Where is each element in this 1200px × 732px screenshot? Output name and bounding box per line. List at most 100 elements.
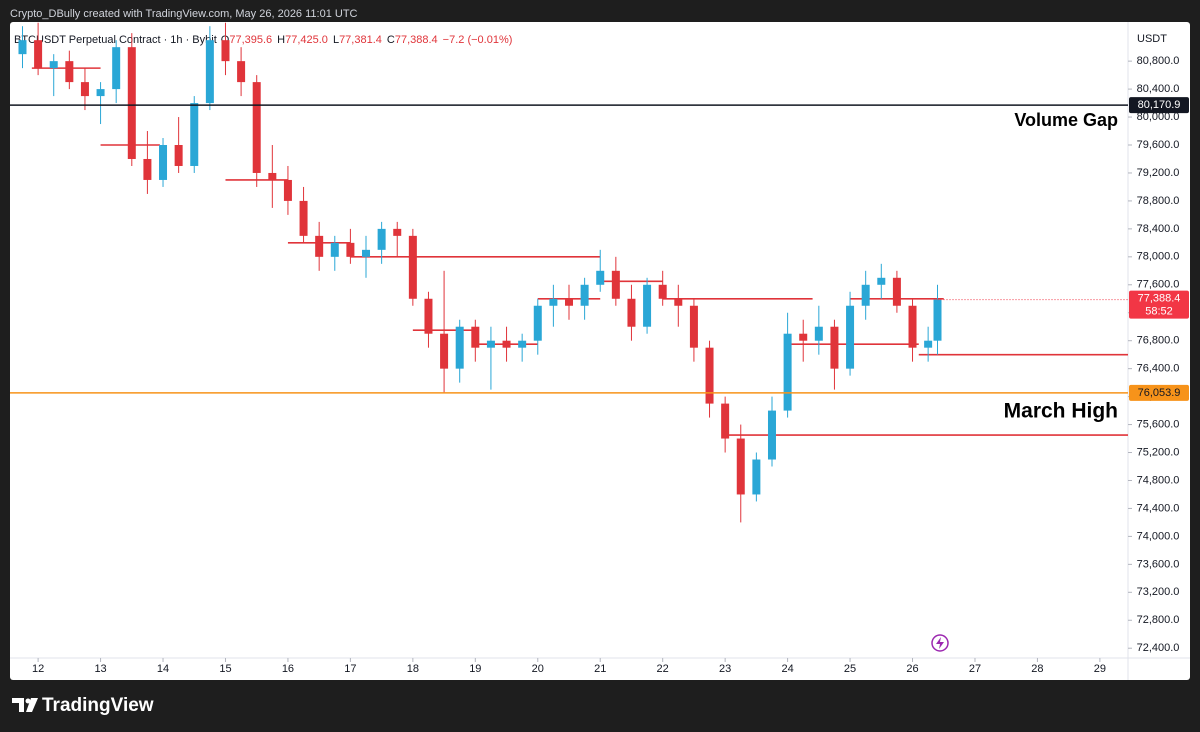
candle-body — [96, 89, 105, 97]
y-tick-label: 79,200.0 — [1137, 167, 1180, 179]
x-tick-label: 20 — [532, 663, 544, 675]
candle-body — [18, 40, 27, 55]
candle-body — [924, 340, 933, 348]
candle-body — [892, 277, 901, 306]
candle-body — [408, 235, 417, 299]
candle-body — [736, 438, 745, 495]
candle-body — [611, 270, 620, 299]
candle-body — [252, 82, 261, 173]
x-tick-label: 15 — [219, 663, 231, 675]
lightning-icon — [931, 634, 949, 652]
candle-body — [330, 242, 339, 257]
y-tick-label: 79,600.0 — [1137, 139, 1180, 151]
candle-body — [674, 298, 683, 306]
candle-body — [502, 340, 511, 348]
y-tick-label: 72,400.0 — [1137, 642, 1180, 654]
level-annotation: March High — [1004, 399, 1118, 422]
y-tick-label: 73,600.0 — [1137, 558, 1180, 570]
candle-body — [533, 305, 542, 341]
x-tick-label: 29 — [1094, 663, 1106, 675]
candle-body — [799, 333, 808, 341]
candle-body — [846, 305, 855, 369]
candle-body — [34, 40, 43, 69]
chart-pane — [10, 22, 1190, 680]
candle-body — [830, 326, 839, 369]
last-price-box — [1129, 290, 1189, 319]
candle-body — [49, 61, 58, 69]
y-tick-label: 76,400.0 — [1137, 363, 1180, 375]
y-tick-label: 80,000.0 — [1137, 111, 1180, 123]
y-tick-label: 78,000.0 — [1137, 251, 1180, 263]
x-tick-label: 23 — [719, 663, 731, 675]
x-tick-label: 17 — [344, 663, 356, 675]
chart-title: Crypto_DBully created with TradingView.c… — [10, 8, 358, 20]
candle-body — [143, 158, 152, 180]
brand-logo — [12, 698, 38, 712]
candle-body — [190, 103, 199, 166]
candle-body — [112, 47, 121, 90]
candle-body — [518, 340, 527, 348]
candle-body — [627, 298, 636, 327]
candle-body — [299, 200, 308, 236]
candle-body — [283, 179, 292, 201]
candle-body — [440, 333, 449, 369]
x-tick-label: 13 — [94, 663, 106, 675]
candle-body — [393, 228, 402, 236]
candle-body — [377, 228, 386, 250]
y-tick-label: 72,800.0 — [1137, 614, 1180, 626]
candle-body — [580, 284, 589, 306]
level-annotation: Volume Gap — [1014, 110, 1118, 130]
ohlc-key: C — [387, 34, 395, 46]
y-axis-label: USDT — [1137, 33, 1167, 45]
symbol: BTCUSDT Perpetual Contract · 1h · Bybit — [14, 34, 217, 46]
candle-body — [783, 333, 792, 411]
x-tick-label: 26 — [906, 663, 918, 675]
candle-body — [933, 299, 942, 341]
candle-body — [705, 347, 714, 404]
level-price-box — [1129, 384, 1189, 401]
candle-body — [721, 403, 730, 439]
legend: BTCUSDT Perpetual Contract · 1h · BybitO… — [14, 34, 512, 46]
candle-body — [767, 410, 776, 460]
candle-body — [549, 298, 558, 306]
y-tick-label: 77,600.0 — [1137, 279, 1180, 291]
y-tick-label: 73,200.0 — [1137, 586, 1180, 598]
ohlc-value: 77,388.4 — [395, 34, 438, 46]
y-tick-label: 80,400.0 — [1137, 83, 1180, 95]
y-tick-label: 78,400.0 — [1137, 223, 1180, 235]
y-tick-label: 74,000.0 — [1137, 530, 1180, 542]
candle-body — [205, 40, 214, 104]
candle-body — [221, 40, 230, 62]
candle-body — [237, 61, 246, 83]
level-price-label: 76,053.9 — [1138, 387, 1181, 399]
candle-body — [159, 145, 168, 180]
change: −7.2 (−0.01%) — [443, 34, 513, 46]
x-tick-label: 18 — [407, 663, 419, 675]
candle-body — [877, 277, 886, 285]
y-tick-label: 75,600.0 — [1137, 418, 1180, 430]
x-tick-label: 14 — [157, 663, 169, 675]
brand-name: TradingView — [42, 695, 154, 716]
x-tick-label: 28 — [1031, 663, 1043, 675]
candle-body — [689, 305, 698, 348]
y-tick-label: 78,800.0 — [1137, 195, 1180, 207]
x-tick-label: 19 — [469, 663, 481, 675]
candle-body — [643, 284, 652, 327]
candle-body — [486, 340, 495, 348]
y-tick-label: 80,800.0 — [1137, 55, 1180, 67]
x-tick-label: 22 — [657, 663, 669, 675]
candle-body — [752, 459, 761, 495]
candle-body — [127, 47, 136, 159]
candle-body — [471, 326, 480, 348]
y-tick-label: 74,800.0 — [1137, 474, 1180, 486]
candle-body — [362, 249, 371, 257]
y-tick-label: 76,800.0 — [1137, 335, 1180, 347]
last-price-label: 77,388.4 — [1138, 292, 1181, 304]
candle-body — [174, 145, 183, 166]
x-tick-label: 12 — [32, 663, 44, 675]
ohlc-key: H — [277, 34, 285, 46]
candle-body — [596, 270, 605, 285]
candle-body — [346, 242, 355, 257]
